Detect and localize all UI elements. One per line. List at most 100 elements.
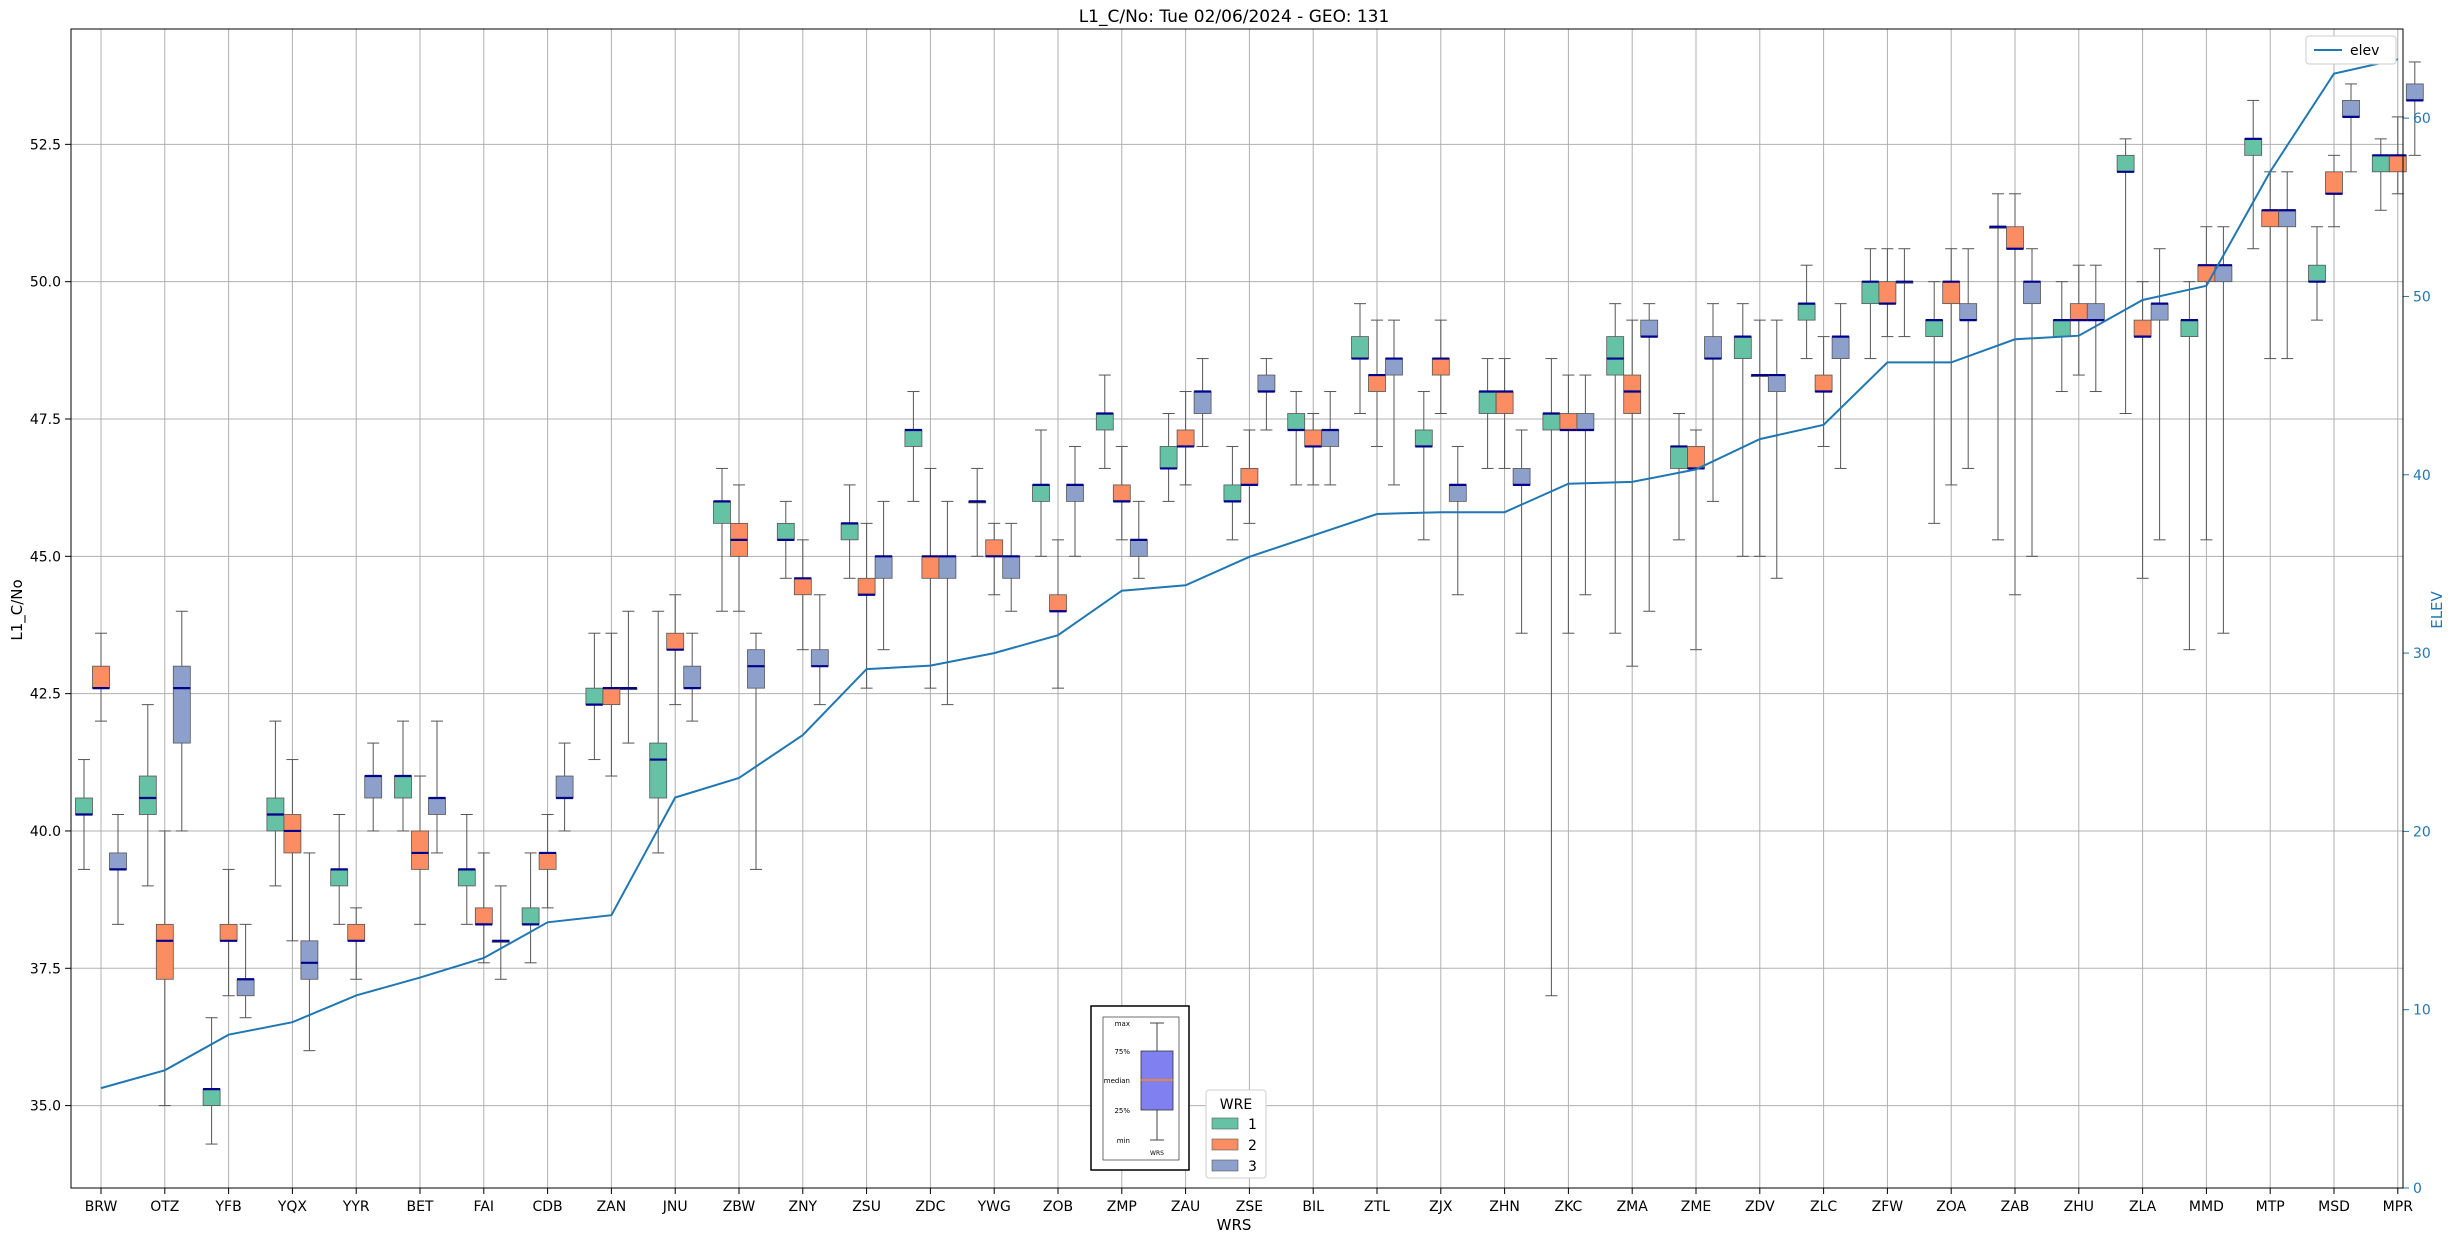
wre-legend-swatch bbox=[1211, 1138, 1239, 1151]
x-tick-label: ZMP bbox=[1107, 1199, 1137, 1215]
box-2 bbox=[1176, 429, 1195, 447]
x-tick-label: BIL bbox=[1302, 1199, 1324, 1215]
box-1 bbox=[521, 907, 540, 925]
box-1 bbox=[1095, 413, 1114, 431]
x-tick-label: ZKC bbox=[1555, 1199, 1583, 1215]
x-tick-label: BET bbox=[406, 1199, 433, 1215]
x-tick-label: ZOA bbox=[1936, 1199, 1966, 1215]
box-2 bbox=[1814, 374, 1833, 392]
elev-line bbox=[100, 58, 2399, 1090]
box-1 bbox=[330, 869, 349, 887]
x-tick-label: MPR bbox=[2383, 1199, 2414, 1215]
box-3 bbox=[683, 665, 702, 689]
box-2 bbox=[1112, 484, 1131, 502]
y2-tick-label: 40 bbox=[2413, 468, 2431, 484]
box-1 bbox=[1351, 336, 1369, 359]
box-1 bbox=[457, 869, 476, 887]
elev-legend-box bbox=[2305, 35, 2397, 65]
inset-legend-label: max bbox=[1115, 1020, 1130, 1028]
box-2 bbox=[155, 923, 174, 980]
box-2 bbox=[347, 923, 366, 942]
x-tick-label: CDB bbox=[533, 1199, 563, 1215]
box-3 bbox=[747, 649, 765, 689]
box-3 bbox=[1831, 336, 1850, 359]
box-1 bbox=[1414, 429, 1433, 447]
wre-legend-box bbox=[1205, 1089, 1267, 1179]
inset-legend-label: median bbox=[1104, 1077, 1130, 1085]
x-tick-label: YFB bbox=[214, 1199, 241, 1215]
x-tick-label: YQX bbox=[277, 1199, 308, 1215]
box-3 bbox=[1640, 319, 1659, 338]
box-3 bbox=[428, 797, 446, 815]
box-2 bbox=[1240, 468, 1259, 486]
x-tick-label: ZHU bbox=[2064, 1199, 2094, 1215]
box-3 bbox=[1576, 413, 1595, 431]
box-1 bbox=[138, 775, 157, 815]
box-1 bbox=[202, 1088, 221, 1107]
inset-legend-label: min bbox=[1117, 1137, 1130, 1145]
box-3 bbox=[2023, 281, 2041, 305]
box-3 bbox=[874, 555, 893, 579]
box-2 bbox=[985, 539, 1004, 557]
x-tick-label: ZDC bbox=[915, 1199, 945, 1215]
y-axis-label: L1_C/No bbox=[8, 579, 27, 640]
x-tick-label: ZHN bbox=[1489, 1199, 1520, 1215]
box-3 bbox=[1129, 539, 1148, 557]
x-axis-label: WRS bbox=[1217, 1216, 1252, 1234]
box-1 bbox=[2371, 154, 2390, 173]
box-1 bbox=[1797, 303, 1816, 321]
y-tick-label: 37.5 bbox=[30, 961, 61, 977]
box-2 bbox=[857, 577, 876, 596]
wre-legend-label: 2 bbox=[1248, 1138, 1257, 1154]
box-3 bbox=[300, 940, 319, 980]
box-2 bbox=[666, 632, 685, 651]
x-tick-label: ZBW bbox=[723, 1199, 756, 1215]
y-tick-label: 40.0 bbox=[30, 824, 61, 840]
box-2 bbox=[602, 687, 621, 706]
box-1 bbox=[1223, 484, 1242, 502]
y2-tick-label: 10 bbox=[2413, 1003, 2431, 1019]
box-1 bbox=[904, 429, 923, 447]
wre-legend-swatch bbox=[1211, 1159, 1239, 1172]
inset-legend-caption: WRS bbox=[1150, 1150, 1164, 1157]
y-tick-label: 35.0 bbox=[30, 1099, 61, 1115]
y-tick-label: 42.5 bbox=[30, 687, 61, 703]
box-2 bbox=[1495, 391, 1514, 414]
chart-title: L1_C/No: Tue 02/06/2024 - GEO: 131 bbox=[1079, 7, 1390, 27]
box-1 bbox=[2180, 319, 2199, 338]
box-1 bbox=[1925, 319, 1944, 338]
box-2 bbox=[2261, 209, 2280, 228]
box-3 bbox=[1193, 391, 1212, 414]
box-3 bbox=[1704, 336, 1722, 359]
box-3 bbox=[2342, 100, 2360, 118]
y-tick-label: 45.0 bbox=[30, 549, 61, 565]
series-3-group bbox=[109, 61, 2424, 1052]
box-1 bbox=[1542, 413, 1561, 431]
box-3 bbox=[1448, 484, 1467, 502]
inset-legend-label: 75% bbox=[1114, 1048, 1130, 1056]
box-2 bbox=[2325, 171, 2343, 195]
y2-axis-label: ELEV bbox=[2428, 590, 2446, 628]
y2-tick-label: 20 bbox=[2413, 824, 2431, 840]
elev-legend-label: elev bbox=[2350, 43, 2379, 59]
x-tick-label: YWG bbox=[977, 1199, 1011, 1215]
y2-tick-label: 50 bbox=[2413, 289, 2431, 305]
box-3 bbox=[810, 649, 829, 667]
y-tick-label: 47.5 bbox=[30, 412, 61, 428]
box-3 bbox=[109, 852, 127, 870]
box-2 bbox=[1559, 413, 1578, 431]
y2-tick-label: 0 bbox=[2413, 1181, 2422, 1197]
y-tick-label: 50.0 bbox=[30, 275, 61, 291]
box-1 bbox=[585, 687, 604, 706]
box-1 bbox=[394, 775, 412, 799]
box-1 bbox=[1287, 413, 1306, 431]
box-2 bbox=[1942, 281, 1961, 305]
box-2 bbox=[2388, 154, 2407, 173]
wre-legend-label: 1 bbox=[1248, 1117, 1257, 1133]
x-tick-label: ZDV bbox=[1745, 1199, 1775, 1215]
box-3 bbox=[2150, 303, 2169, 321]
box-2 bbox=[1431, 358, 1450, 376]
x-tick-label: MMD bbox=[2189, 1199, 2224, 1215]
